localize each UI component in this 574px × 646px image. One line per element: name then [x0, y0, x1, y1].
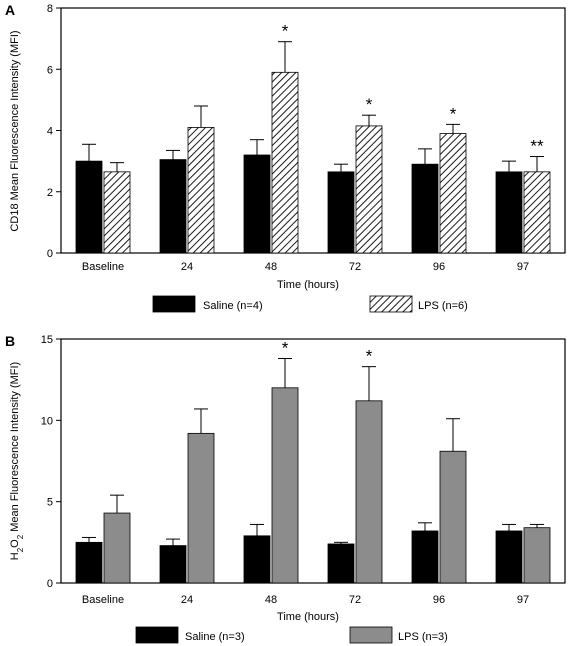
bar	[75, 160, 103, 254]
bar	[439, 133, 467, 254]
y-axis-label: CD18 Mean Fluorescence Intensity (MFI)	[9, 30, 21, 231]
plot-frame	[60, 7, 566, 254]
bar	[159, 159, 187, 254]
x-tick-label: 97	[517, 261, 529, 273]
legend-swatch	[135, 626, 179, 644]
x-axis-label: Time (hours)	[277, 279, 339, 291]
panel-label: A	[5, 2, 15, 18]
bar	[271, 387, 299, 584]
bar	[243, 535, 271, 584]
x-tick-label: 96	[433, 261, 445, 273]
y-tick-label: 6	[47, 64, 53, 76]
bar	[75, 541, 103, 584]
legend-swatch	[369, 295, 413, 313]
legend-label: Saline (n=3)	[185, 631, 245, 643]
x-tick-label: 24	[181, 261, 193, 273]
legend-swatch	[152, 295, 196, 313]
significance-marker: *	[282, 22, 289, 41]
x-tick-label: Baseline	[82, 594, 124, 606]
x-tick-label: 48	[265, 594, 277, 606]
bar	[103, 171, 131, 254]
legend-label: LPS (n=6)	[418, 300, 468, 312]
bar	[439, 450, 467, 584]
y-axis-label: H2O2 Mean Fluorescence Intensity (MFI)	[9, 362, 25, 560]
y-tick-label: 5	[47, 497, 53, 509]
bar	[523, 171, 551, 254]
bar	[495, 171, 523, 254]
bar	[523, 527, 551, 584]
y-tick-label: 0	[47, 578, 53, 590]
x-tick-label: Baseline	[82, 261, 124, 273]
legend-label: Saline (n=4)	[203, 300, 263, 312]
bar	[327, 543, 355, 584]
significance-marker: *	[366, 95, 373, 114]
bar	[159, 545, 187, 584]
x-tick-label: 72	[349, 594, 361, 606]
y-tick-label: 10	[41, 415, 53, 427]
y-tick-label: 4	[47, 126, 53, 138]
bar	[411, 530, 439, 584]
x-tick-label: 48	[265, 261, 277, 273]
bar	[327, 171, 355, 254]
bar	[187, 127, 215, 254]
significance-marker: *	[366, 347, 373, 366]
y-tick-label: 0	[47, 248, 53, 260]
significance-marker: *	[282, 339, 289, 358]
x-tick-label: 72	[349, 261, 361, 273]
plot-frame	[60, 338, 566, 584]
bar	[243, 154, 271, 254]
bar	[103, 512, 131, 584]
x-tick-label: 24	[181, 594, 193, 606]
bar	[187, 432, 215, 584]
panel-label: B	[5, 333, 15, 349]
bar	[411, 163, 439, 254]
bar	[355, 400, 383, 584]
bar	[271, 71, 299, 254]
x-tick-label: 96	[433, 594, 445, 606]
y-tick-label: 15	[41, 334, 53, 346]
y-tick-label: 8	[47, 3, 53, 15]
significance-marker: **	[530, 137, 544, 156]
x-tick-label: 97	[517, 594, 529, 606]
significance-marker: *	[450, 104, 457, 123]
chart-panel-b: 0 5 10 15 H2O2 Mean Fluorescence Intensity (…	[5, 333, 566, 644]
bar	[355, 125, 383, 254]
legend-label: LPS (n=3)	[398, 631, 448, 643]
y-tick-label: 2	[47, 187, 53, 199]
bar	[495, 530, 523, 584]
legend-swatch	[349, 626, 393, 644]
x-axis-label: Time (hours)	[277, 611, 339, 623]
